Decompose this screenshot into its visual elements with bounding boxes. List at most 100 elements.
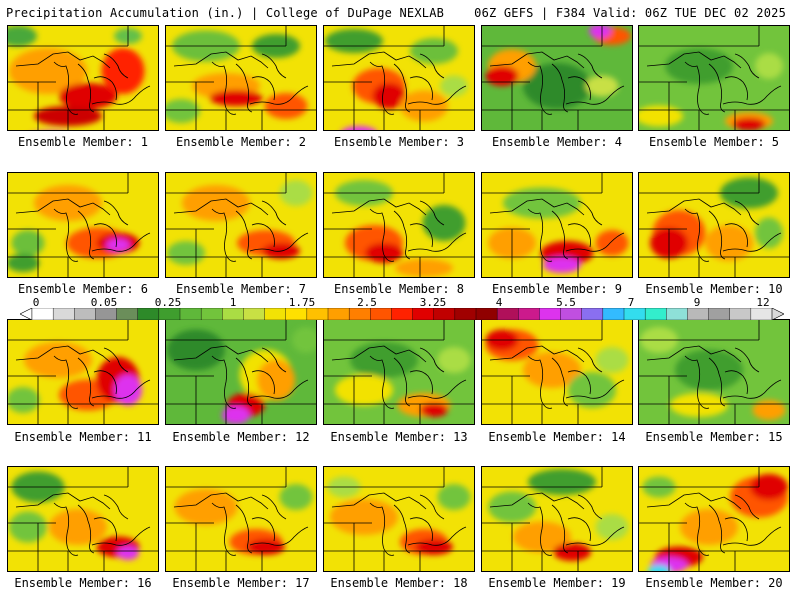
boundary-line [407, 232, 467, 252]
precip-area [330, 499, 398, 535]
colorbar-swatch [644, 308, 667, 320]
precip-area [420, 403, 448, 417]
boundary-line [722, 85, 782, 105]
ensemble-label: Ensemble Member: 17 [172, 576, 310, 590]
ensemble-panel [638, 172, 790, 278]
ensemble-panel [323, 319, 475, 425]
ensemble-label: Ensemble Member: 10 [645, 282, 783, 296]
boundary-line [724, 517, 748, 542]
boundary-line [91, 526, 151, 546]
precip-area [705, 225, 753, 261]
colorbar-swatch [412, 308, 435, 320]
colorbar-tick-label: 0.05 [90, 296, 118, 309]
colorbar-tick-label: 12 [756, 296, 770, 309]
boundary-line [53, 355, 79, 409]
boundary-line [722, 379, 782, 399]
precip-area [755, 217, 783, 249]
precip-area [503, 187, 581, 219]
boundary-line [261, 347, 287, 373]
ensemble-panel [481, 172, 633, 278]
ensemble-label: Ensemble Member: 9 [491, 282, 623, 296]
boundary-line [77, 210, 95, 260]
ensemble-label: Ensemble Member: 7 [175, 282, 307, 296]
ensemble-label: Ensemble Member: 4 [491, 135, 623, 149]
precip-area [365, 243, 403, 263]
boundary-line [409, 370, 433, 395]
precip-area [279, 484, 313, 510]
ensemble-panel [165, 172, 317, 278]
boundary-line [527, 208, 553, 262]
boundary-line [551, 210, 569, 260]
boundary-line [489, 51, 585, 69]
boundary-line [251, 517, 275, 542]
precip-area [247, 539, 285, 555]
colorbar-tick-label: 5.5 [556, 296, 576, 309]
precip-area [437, 484, 471, 510]
boundary-line [407, 379, 467, 399]
boundary-line [419, 494, 445, 520]
ensemble-panel [323, 466, 475, 572]
boundary-line [91, 232, 151, 252]
colorbar-swatch [496, 308, 519, 320]
precip-map [639, 26, 789, 130]
boundary-line [409, 76, 433, 101]
boundary-line [249, 232, 309, 252]
boundary-line [419, 200, 445, 226]
ensemble-label: Ensemble Member: 15 [645, 430, 783, 444]
precip-map [639, 467, 789, 571]
boundary-line [551, 357, 569, 407]
boundary-line [567, 223, 591, 248]
boundary-line [527, 61, 553, 115]
run-info: 06Z GEFS | F384 Valid: 06Z TUE DEC 02 20… [474, 6, 786, 20]
precip-area [106, 238, 130, 252]
colorbar-tick-label: 0 [32, 296, 40, 309]
precip-area [292, 327, 316, 353]
precip-area [59, 83, 117, 109]
colorbar [20, 308, 784, 320]
boundary-line [724, 370, 748, 395]
precip-area [222, 406, 250, 424]
colorbar-swatch [687, 308, 710, 320]
precip-area [8, 26, 37, 47]
boundary-line [261, 494, 287, 520]
precip-area [589, 26, 611, 38]
colorbar-swatch [581, 308, 604, 320]
colorbar-tick-label: 4 [495, 296, 503, 309]
boundary-line [173, 345, 269, 363]
boundary-line [565, 85, 625, 105]
boundary-line [684, 502, 710, 556]
colorbar-swatch [454, 308, 477, 320]
precip-area [350, 342, 418, 378]
boundary-line [646, 345, 742, 363]
boundary-line [251, 76, 275, 101]
ensemble-label: Ensemble Member: 14 [488, 430, 626, 444]
boundary-line [77, 63, 95, 113]
colorbar-swatch [708, 308, 731, 320]
boundary-line [211, 502, 237, 556]
precip-area [335, 374, 393, 406]
precip-area [8, 254, 40, 272]
boundary-line [211, 61, 237, 115]
colorbar-swatch [264, 308, 287, 320]
precip-area [114, 374, 142, 406]
precip-area [647, 565, 671, 571]
precip-area [528, 469, 596, 495]
boundary-line [251, 370, 275, 395]
precip-area [395, 259, 453, 277]
colorbar-swatch [222, 308, 244, 320]
precip-map [166, 173, 316, 277]
precip-map [639, 173, 789, 277]
colorbar-tick-label: 1.75 [288, 296, 316, 309]
boundary-line [684, 61, 710, 115]
boundary-line [331, 51, 427, 69]
precip-map [482, 173, 632, 277]
ensemble-label: Ensemble Member: 18 [330, 576, 468, 590]
boundary-line [724, 76, 748, 101]
precip-area [182, 185, 250, 221]
ensemble-label: Ensemble Member: 3 [333, 135, 465, 149]
boundary-line [251, 223, 275, 248]
precip-area [543, 257, 581, 273]
precip-map [8, 467, 158, 571]
colorbar-swatch [116, 308, 139, 320]
precip-area [167, 241, 205, 265]
